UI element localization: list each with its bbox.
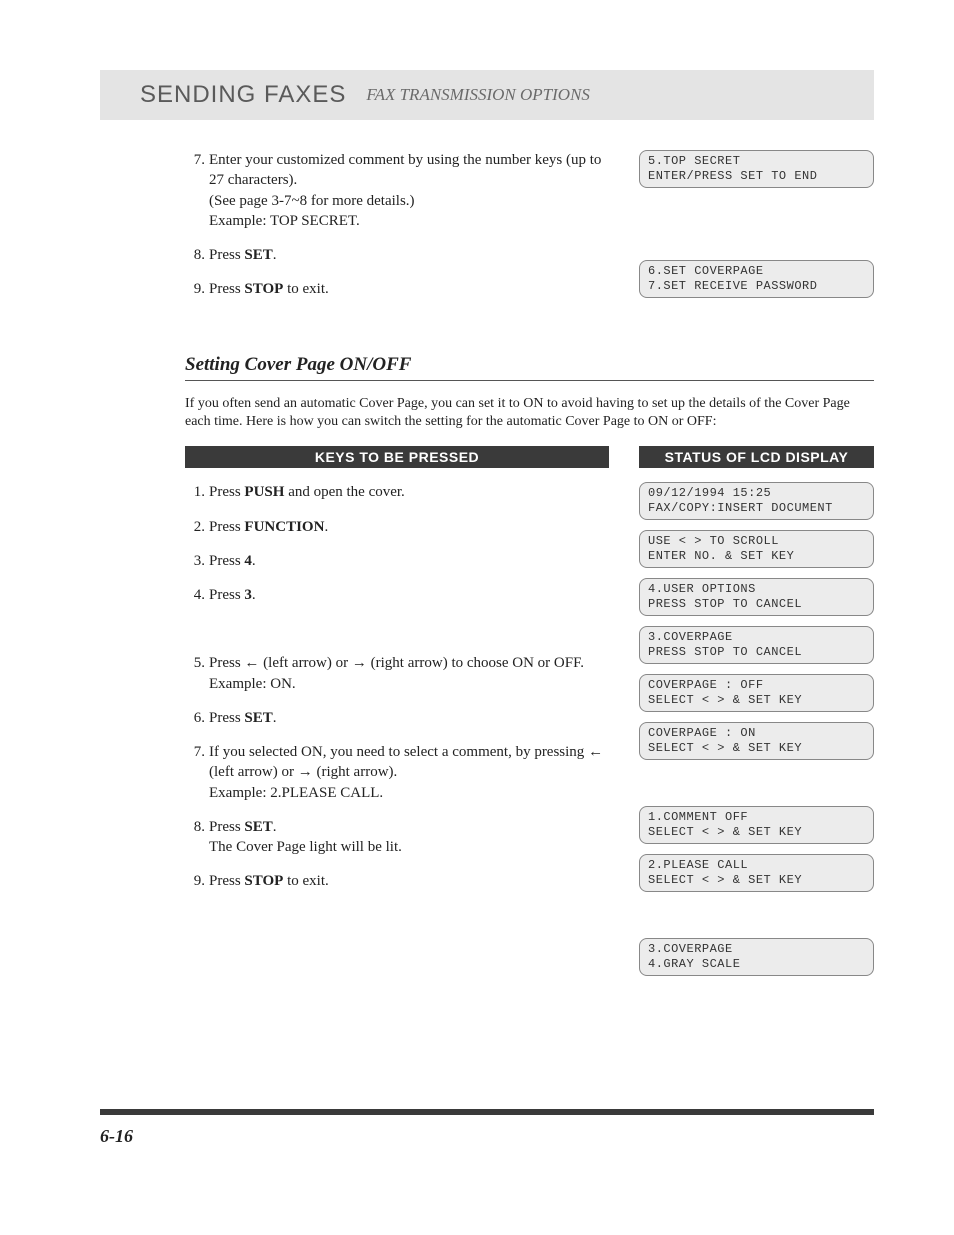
step-body: Press 4. — [209, 551, 609, 571]
steps-left-col: 1.Press PUSH and open the cover.2.Press … — [185, 482, 609, 986]
header-title: SENDING FAXES — [140, 81, 346, 109]
page-number: 6-16 — [100, 1126, 133, 1147]
step-item: 4.Press 3. — [185, 585, 609, 605]
step-number: 5. — [185, 653, 205, 694]
lcd-display: 2.PLEASE CALL SELECT < > & SET KEY — [639, 854, 874, 892]
step-body: Press SET. — [209, 708, 609, 728]
step-number: 9. — [185, 279, 205, 299]
section-divider — [185, 380, 874, 381]
step-number: 9. — [185, 871, 205, 891]
footer-rule — [100, 1109, 874, 1115]
top-steps-block: 7.Enter your customized comment by using… — [185, 150, 874, 314]
column-headers: KEYS TO BE PRESSED STATUS OF LCD DISPLAY — [185, 446, 874, 468]
step-item: 8.Press SET.The Cover Page light will be… — [185, 817, 609, 858]
lcd-display: 5.TOP SECRET ENTER/PRESS SET TO END — [639, 150, 874, 188]
step-number: 1. — [185, 482, 205, 502]
step-item: 7.Enter your customized comment by using… — [185, 150, 609, 231]
lcd-display: COVERPAGE : OFF SELECT < > & SET KEY — [639, 674, 874, 712]
step-body: Press STOP to exit. — [209, 279, 609, 299]
step-item: 6.Press SET. — [185, 708, 609, 728]
section-intro: If you often send an automatic Cover Pag… — [185, 395, 874, 433]
step-item: 5.Press ← (left arrow) or → (right arrow… — [185, 653, 609, 694]
step-item: 3.Press 4. — [185, 551, 609, 571]
lcd-display: 6.SET COVERPAGE 7.SET RECEIVE PASSWORD — [639, 260, 874, 298]
step-body: Press SET.The Cover Page light will be l… — [209, 817, 609, 858]
lcd-display: 1.COMMENT OFF SELECT < > & SET KEY — [639, 806, 874, 844]
step-number: 2. — [185, 517, 205, 537]
lcd-right-col: 09/12/1994 15:25 FAX/COPY:INSERT DOCUMEN… — [639, 482, 874, 986]
step-body: Press ← (left arrow) or → (right arrow) … — [209, 653, 609, 694]
lcd-display: USE < > TO SCROLL ENTER NO. & SET KEY — [639, 530, 874, 568]
col-header-keys: KEYS TO BE PRESSED — [185, 446, 609, 468]
step-body: Press PUSH and open the cover. — [209, 482, 609, 502]
lcd-display: 4.USER OPTIONS PRESS STOP TO CANCEL — [639, 578, 874, 616]
step-item: 8.Press SET. — [185, 245, 609, 265]
step-body: Press STOP to exit. — [209, 871, 609, 891]
section-title: Setting Cover Page ON/OFF — [185, 354, 874, 376]
col-header-lcd: STATUS OF LCD DISPLAY — [639, 446, 874, 468]
step-item: 7.If you selected ON, you need to select… — [185, 742, 609, 803]
step-number: 3. — [185, 551, 205, 571]
step-item: 9.Press STOP to exit. — [185, 279, 609, 299]
step-body: Press SET. — [209, 245, 609, 265]
page-header-bar: SENDING FAXES FAX TRANSMISSION OPTIONS — [100, 70, 874, 120]
step-body: Press FUNCTION. — [209, 517, 609, 537]
step-body: If you selected ON, you need to select a… — [209, 742, 609, 803]
step-item: 2.Press FUNCTION. — [185, 517, 609, 537]
step-item: 9.Press STOP to exit. — [185, 871, 609, 891]
step-number: 7. — [185, 150, 205, 231]
lcd-display: COVERPAGE : ON SELECT < > & SET KEY — [639, 722, 874, 760]
step-body: Press 3. — [209, 585, 609, 605]
step-number: 6. — [185, 708, 205, 728]
top-steps-left: 7.Enter your customized comment by using… — [185, 150, 609, 314]
top-steps-right: 5.TOP SECRET ENTER/PRESS SET TO END 6.SET… — [639, 150, 874, 314]
step-number: 8. — [185, 817, 205, 858]
document-page: SENDING FAXES FAX TRANSMISSION OPTIONS 7… — [0, 0, 954, 1235]
lcd-display: 09/12/1994 15:25 FAX/COPY:INSERT DOCUMEN… — [639, 482, 874, 520]
main-steps-block: 1.Press PUSH and open the cover.2.Press … — [185, 482, 874, 986]
header-subtitle: FAX TRANSMISSION OPTIONS — [366, 85, 590, 105]
step-number: 7. — [185, 742, 205, 803]
step-item: 1.Press PUSH and open the cover. — [185, 482, 609, 502]
lcd-display: 3.COVERPAGE PRESS STOP TO CANCEL — [639, 626, 874, 664]
lcd-display: 3.COVERPAGE 4.GRAY SCALE — [639, 938, 874, 976]
step-number: 8. — [185, 245, 205, 265]
step-number: 4. — [185, 585, 205, 605]
step-body: Enter your customized comment by using t… — [209, 150, 609, 231]
